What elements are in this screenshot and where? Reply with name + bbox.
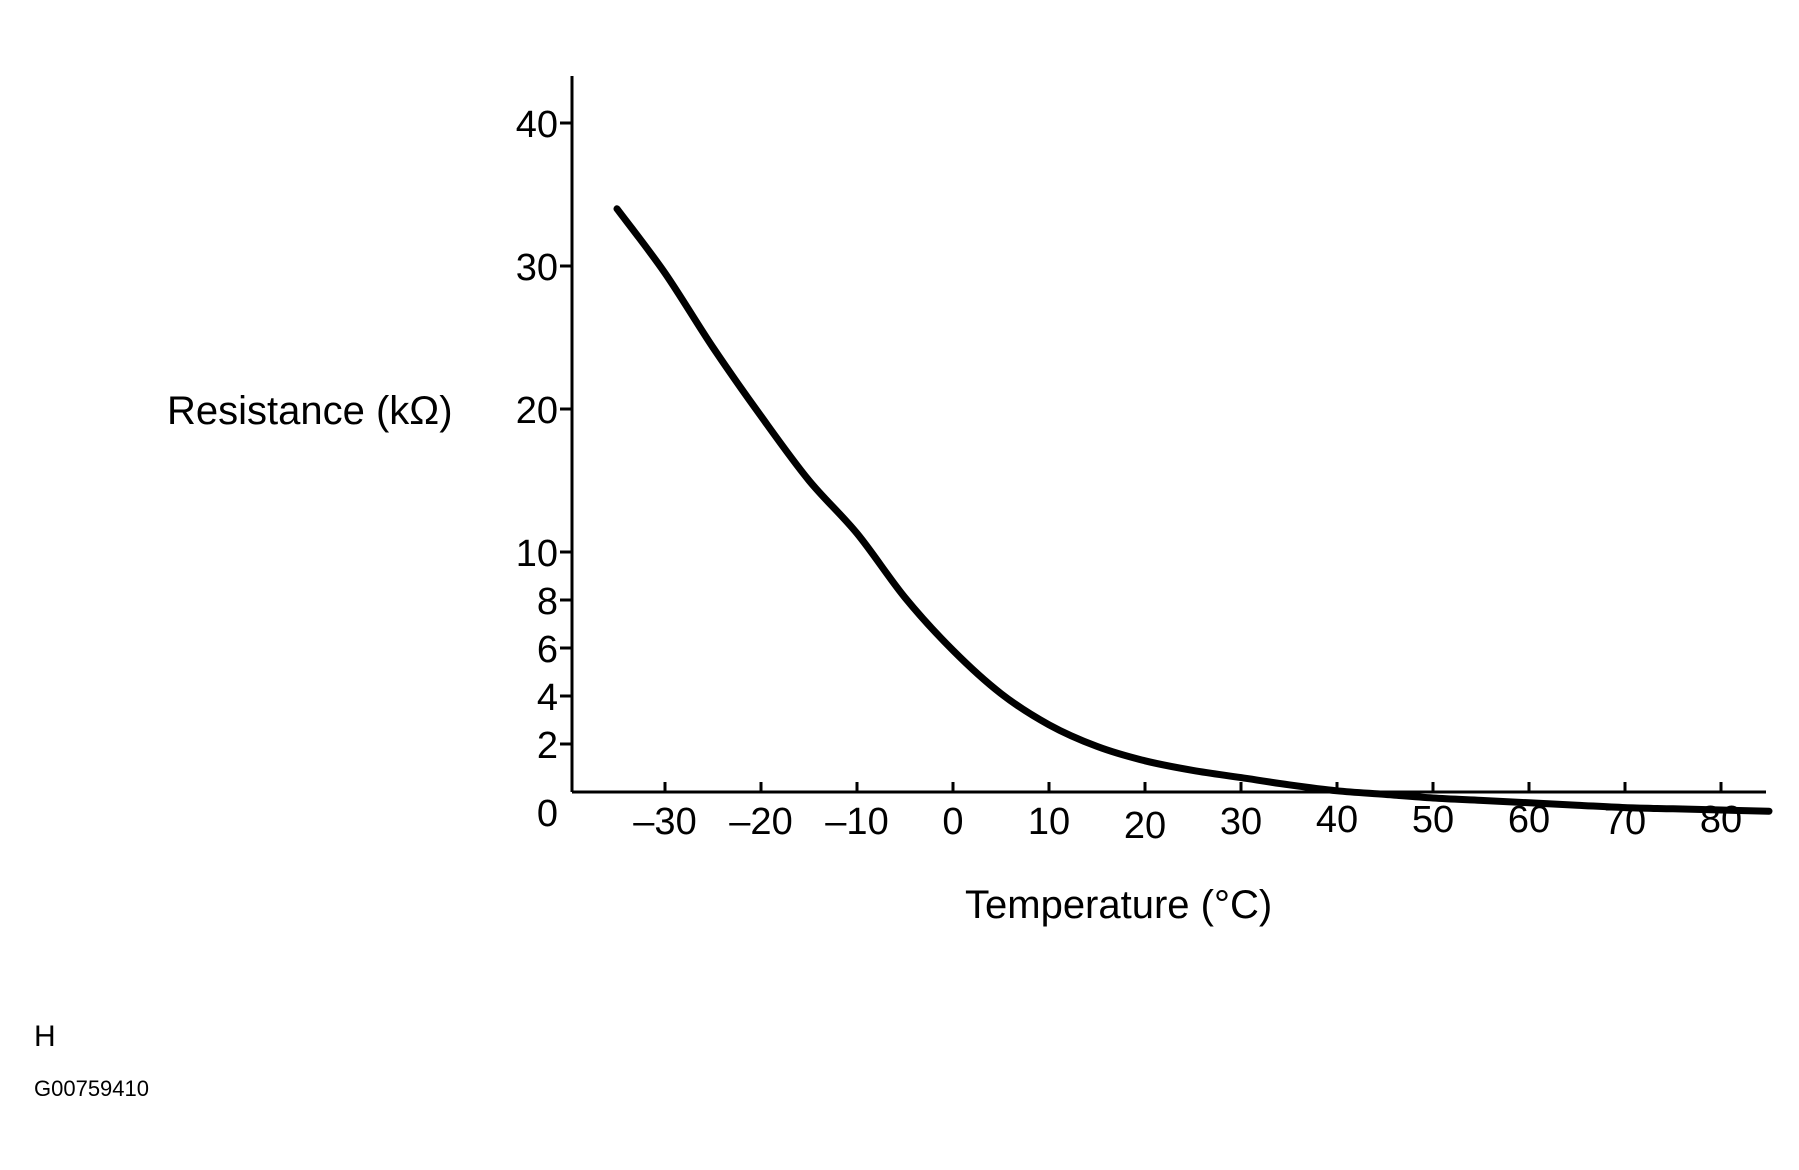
x-tick-label: –30 [633,801,696,843]
y-tick-label: 6 [537,629,558,671]
x-tick-label: –10 [825,801,888,843]
x-tick-label: 50 [1412,799,1454,841]
x-tick-label: 0 [942,801,963,843]
x-tick-label: 40 [1316,799,1358,841]
x-tick-label: 10 [1028,801,1070,843]
y-tick-label: 2 [537,725,558,767]
y-tick-label: 30 [516,247,558,289]
figure-code: G00759410 [34,1076,149,1101]
x-tick-label: 80 [1700,799,1742,841]
y-tick-label: 4 [537,677,558,719]
x-axis-title: Temperature (°C) [965,883,1272,927]
resistance-curve [613,205,1773,815]
x-tick-label: 30 [1220,801,1262,843]
y-tick-label: 0 [537,793,558,835]
y-axis-ticks: 0 2 4 6 8 10 20 30 40 [516,104,572,835]
series-layer [613,205,1773,815]
y-tick-label: 10 [516,533,558,575]
y-tick-label: 40 [516,104,558,146]
y-tick-label: 8 [537,581,558,623]
axes [570,76,1766,794]
x-tick-label: 20 [1124,805,1166,847]
y-tick-label: 20 [516,390,558,432]
x-tick-label: –20 [729,801,792,843]
figure-letter: H [34,1020,56,1053]
y-axis-title: Resistance (kΩ) [167,389,453,433]
